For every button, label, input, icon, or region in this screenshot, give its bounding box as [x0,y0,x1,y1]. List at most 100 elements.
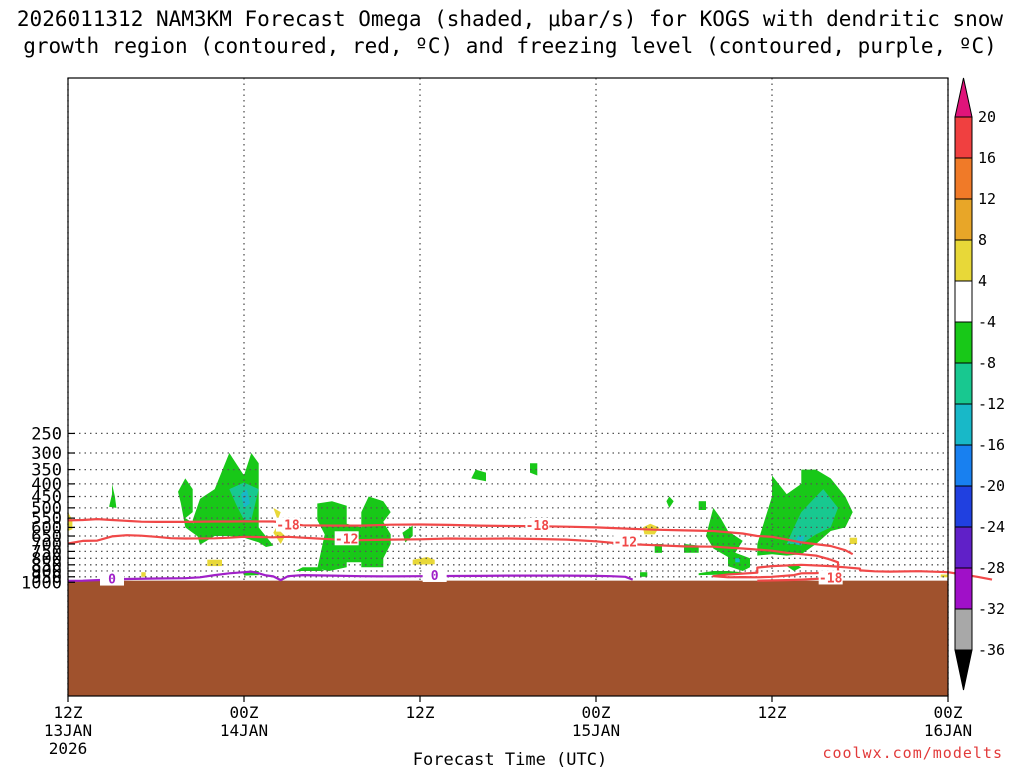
colorbar-top-arrow [954,77,973,118]
x-tick-sublabel-1: 14JAN [220,721,268,740]
omega-region-9 [530,463,538,476]
colorbar-label-0: 20 [978,108,996,126]
ground-fill [68,580,948,696]
colorbar-band-b_m28_m24 [954,526,973,569]
x-tick-label-2: 12Z [406,703,435,722]
omega-region-11 [640,572,648,577]
omega-region-0 [192,453,274,547]
title-line-2: growth region (contoured, red, ºC) and f… [23,34,997,58]
omega-region-6 [295,567,325,571]
contour-label-dgz_minus18_lower-0: -18 [819,571,843,586]
colorbar: 20 16 12 8 4 -4 -8 -12 -16 -20 -24 -28 -32 -36 [954,77,1005,691]
y-tick-label-450: 450 [31,488,62,508]
colorbar-bottom-arrow [954,649,973,691]
y-tick-label-350: 350 [31,461,62,481]
omega-region-30 [849,537,858,544]
colorbar-label-4: 4 [978,272,987,290]
contour-label-bg-dgz_minus18_lower-0 [818,570,843,585]
colorbar-band-b_neutral [954,280,973,323]
x-tick-label-0: 12Z [54,703,83,722]
x-tick-sublabel-3: 15JAN [572,721,620,740]
colorbar-band-b_m16_m12 [954,403,973,446]
contour-label-bg-dgz_minus12-1 [613,534,638,549]
contour-dgz_minus18_lower [757,577,831,582]
y-axis-ticks: 2503003504004505005506006507007508008509… [21,424,75,593]
credit-text: coolwx.com/modelts [822,744,1003,762]
omega-region-13 [698,501,706,510]
y-tick-label-1000: 1000 [21,573,62,593]
colorbar-label-6: -8 [978,354,996,372]
omega-region-19 [786,489,838,544]
plot-frame [67,77,949,697]
omega-region-16 [698,571,743,576]
y-tick-label-500: 500 [31,499,62,519]
colorbar-label-11: -28 [978,559,1005,577]
y-tick-label-950: 950 [31,568,62,588]
x-tick-label-1: 00Z [230,703,259,722]
omega-shading [68,453,948,578]
contour-label-bg-dgz_minus18-1 [525,517,550,532]
omega-region-22 [735,558,740,563]
y-tick-label-400: 400 [31,475,62,495]
y-tick-label-250: 250 [31,424,62,444]
x-tick-sublabel-5: 16JAN [924,721,972,740]
colorbar-band-b_m20_m16 [954,444,973,487]
y-tick-label-800: 800 [31,549,62,569]
contour-dgz_minus12 [67,534,993,581]
contour-label-freezing_level-1: 0 [431,569,439,584]
omega-region-8 [471,469,486,482]
omega-region-7 [402,525,413,543]
contour-label-dgz_minus18-1: -18 [526,519,550,534]
title-line-1: 2026011312 NAM3KM Forecast Omega (shaded… [17,7,1004,31]
x-tick-sublabel-0: 13JAN [44,721,92,740]
chart-title: 2026011312 NAM3KM Forecast Omega (shaded… [17,7,1004,58]
omega-region-25 [207,559,222,567]
omega-region-27 [273,507,281,520]
colorbar-label-2: 12 [978,190,996,208]
colorbar-label-1: 16 [978,149,996,167]
ground-layer [68,580,948,696]
omega-region-12 [666,496,674,508]
contour-label-bg-dgz_minus18-0 [276,517,300,532]
contour-freezing_level [67,570,634,582]
omega-region-17 [706,507,750,571]
colorbar-band-b_m24_m20 [954,485,973,528]
colorbar-label-13: -36 [978,641,1005,659]
colorbar-band-b_12_16 [954,157,973,200]
omega-region-2 [241,489,250,508]
colorbar-band-b_m32_m28 [954,567,973,610]
contour-label-bg-freezing_level-1 [422,567,447,582]
y-tick-label-750: 750 [31,542,62,562]
colorbar-band-b_8_12 [954,198,973,241]
colorbar-band-b_m36_m32 [954,608,973,651]
contour-label-freezing_level-0: 0 [108,573,116,588]
contour-label-dgz_minus18-0: -18 [276,519,300,534]
colorbar-band-b_m12_m8 [954,362,973,405]
colorbar-label-8: -16 [978,436,1005,454]
x-tick-label-3: 00Z [582,703,611,722]
colorbar-label-9: -20 [978,477,1005,495]
y-tick-label-600: 600 [31,518,62,538]
contour-label-dgz_minus12-1: -12 [614,535,637,550]
colorbar-label-12: -32 [978,600,1005,618]
y-tick-label-300: 300 [31,444,62,464]
colorbar-band-b_m8_m4 [954,321,973,364]
colorbar-label-5: -4 [978,313,996,331]
contour-label-bg-dgz_minus12-0 [334,531,359,546]
y-tick-label-850: 850 [31,556,62,576]
colorbar-band-b_16_20 [954,116,973,159]
omega-region-28 [412,557,435,565]
contour-label-dgz_minus12-0: -12 [335,532,358,547]
x-tick-label-5: 00Z [934,703,963,722]
y-tick-label-550: 550 [31,509,62,529]
omega-region-23 [68,512,73,531]
y-tick-label-900: 900 [31,562,62,582]
x-tick-label-4: 12Z [758,703,787,722]
colorbar-label-7: -12 [978,395,1005,413]
y-tick-label-650: 650 [31,527,62,547]
colorbar-band-b_4_8 [954,239,973,282]
contour-label-bg-freezing_level-0 [100,571,124,586]
x-axis-label: Forecast Time (UTC) [413,750,607,768]
